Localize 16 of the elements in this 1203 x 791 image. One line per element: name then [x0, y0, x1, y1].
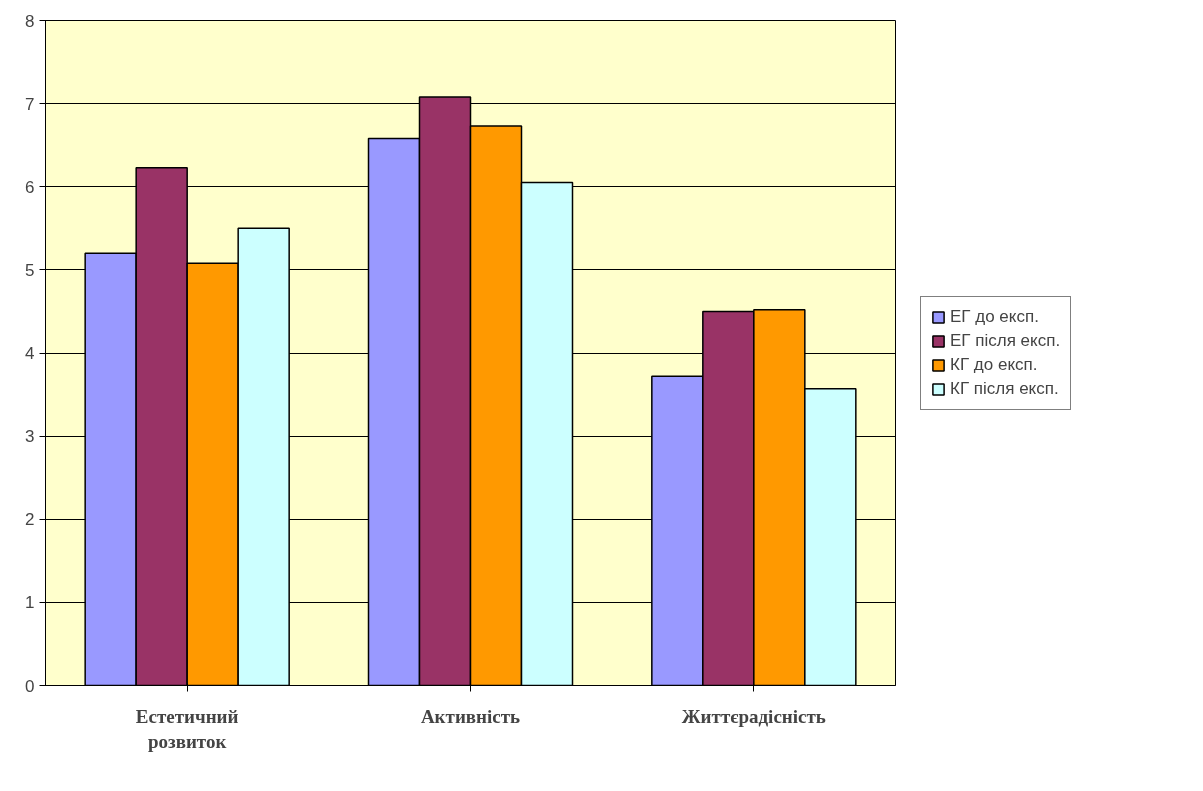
y-tick-label: 6: [25, 177, 35, 197]
y-tick-label: 3: [25, 427, 35, 447]
y-tick-label: 5: [25, 260, 35, 280]
x-tick-label: Активність: [420, 705, 521, 727]
y-tick-label: 2: [25, 510, 35, 530]
legend-label: КГ до експ.: [950, 354, 1038, 375]
y-tick-label: 8: [25, 11, 35, 31]
y-tick-label: 7: [25, 94, 35, 114]
x-tick-label: Естетичний розвиток: [135, 705, 239, 752]
legend-label: ЕГ до експ.: [950, 306, 1039, 327]
legend-label: КГ після експ.: [950, 378, 1059, 399]
x-tick-label: Життєрадісність: [681, 705, 826, 727]
y-tick-label: 4: [25, 344, 35, 363]
legend-label: ЕГ після експ.: [950, 330, 1061, 351]
y-tick-label: 1: [25, 593, 35, 613]
y-tick-label: 0: [25, 676, 35, 696]
